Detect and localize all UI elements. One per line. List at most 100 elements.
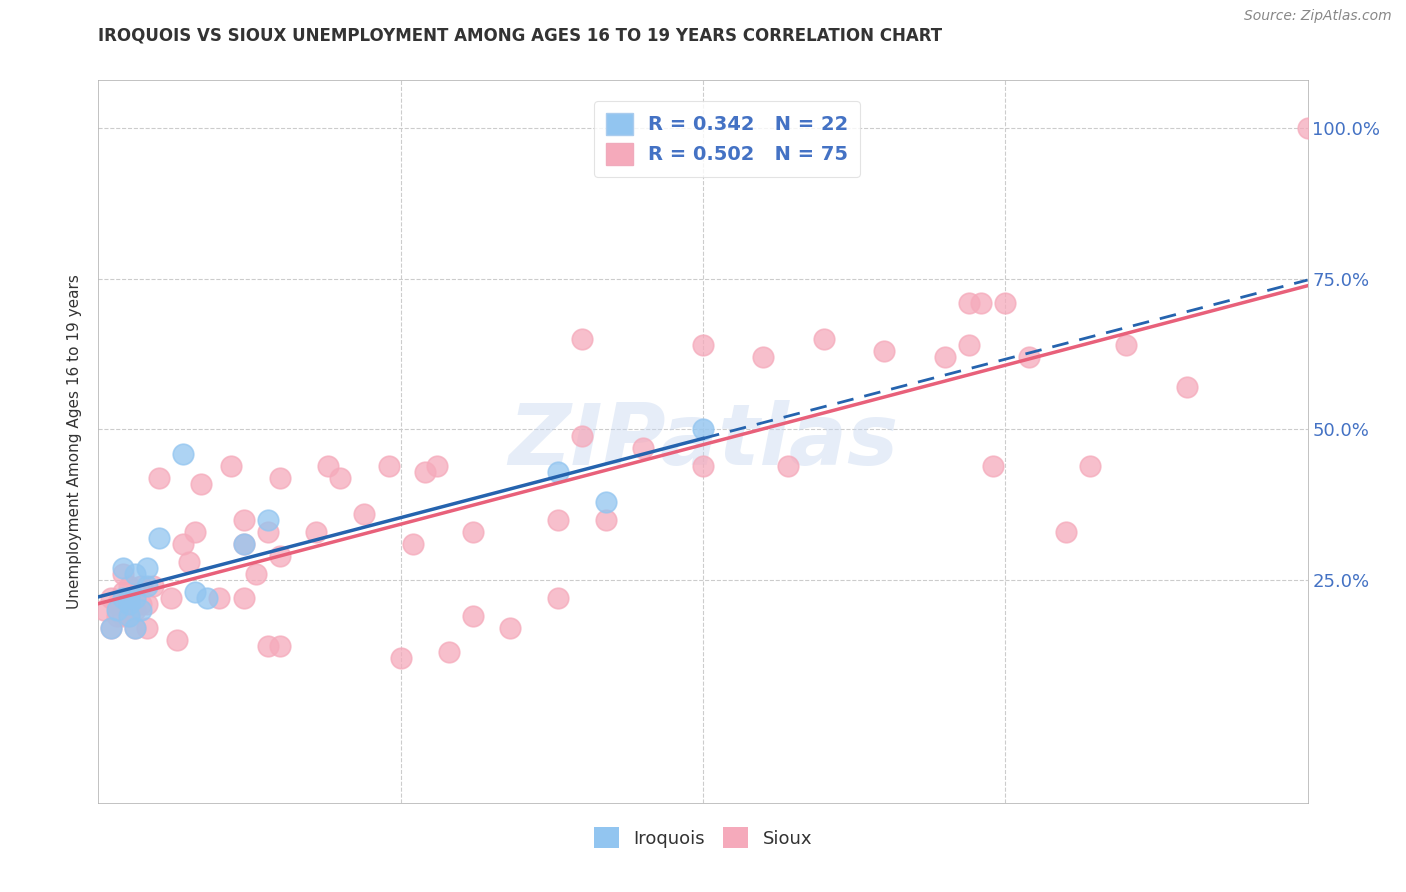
Point [111, 567, 134, 582]
Point [957, 296, 980, 310]
Point [105, 603, 128, 617]
Point [329, 471, 352, 485]
Point [305, 524, 328, 539]
Point [353, 507, 375, 521]
Point [118, 591, 141, 606]
Point [105, 609, 128, 624]
Point [135, 579, 157, 593]
Text: Source: ZipAtlas.com: Source: ZipAtlas.com [1244, 9, 1392, 23]
Point [1115, 338, 1137, 352]
Point [232, 591, 254, 606]
Point [981, 458, 1004, 473]
Point [111, 561, 134, 575]
Point [1078, 458, 1101, 473]
Point [269, 549, 291, 563]
Point [256, 513, 278, 527]
Point [118, 597, 141, 611]
Point [463, 609, 485, 624]
Point [160, 591, 183, 606]
Point [957, 338, 980, 352]
Point [105, 597, 128, 611]
Point [100, 621, 122, 635]
Point [1296, 121, 1319, 136]
Point [190, 476, 212, 491]
Point [184, 585, 207, 599]
Point [124, 621, 146, 635]
Point [1054, 524, 1077, 539]
Point [232, 537, 254, 551]
Point [93, 603, 115, 617]
Point [118, 609, 141, 624]
Text: IROQUOIS VS SIOUX UNEMPLOYMENT AMONG AGES 16 TO 19 YEARS CORRELATION CHART: IROQUOIS VS SIOUX UNEMPLOYMENT AMONG AGE… [98, 27, 942, 45]
Point [413, 465, 436, 479]
Point [195, 591, 218, 606]
Point [221, 458, 243, 473]
Y-axis label: Unemployment Among Ages 16 to 19 years: Unemployment Among Ages 16 to 19 years [67, 274, 83, 609]
Point [970, 296, 993, 310]
Point [776, 458, 799, 473]
Point [129, 579, 152, 593]
Point [124, 591, 146, 606]
Point [135, 597, 157, 611]
Point [111, 597, 134, 611]
Point [142, 579, 165, 593]
Point [498, 621, 520, 635]
Point [402, 537, 425, 551]
Point [873, 344, 896, 359]
Point [547, 465, 569, 479]
Point [118, 591, 141, 606]
Point [118, 609, 141, 624]
Point [269, 639, 291, 653]
Point [1018, 350, 1040, 364]
Point [172, 537, 194, 551]
Point [692, 338, 714, 352]
Point [111, 609, 134, 624]
Point [256, 524, 278, 539]
Point [166, 633, 188, 648]
Point [232, 513, 254, 527]
Point [316, 458, 339, 473]
Point [571, 332, 593, 346]
Point [245, 567, 267, 582]
Point [148, 471, 170, 485]
Point [269, 471, 291, 485]
Point [232, 537, 254, 551]
Point [571, 428, 593, 442]
Point [124, 591, 146, 606]
Point [1175, 380, 1198, 394]
Point [208, 591, 231, 606]
Point [179, 555, 201, 569]
Point [813, 332, 835, 346]
Point [752, 350, 775, 364]
Point [124, 603, 146, 617]
Point [184, 524, 207, 539]
Point [111, 585, 134, 599]
Text: ZIPatlas: ZIPatlas [508, 400, 898, 483]
Point [100, 621, 122, 635]
Point [377, 458, 399, 473]
Point [148, 531, 170, 545]
Point [426, 458, 449, 473]
Point [129, 597, 152, 611]
Point [111, 591, 134, 606]
Point [172, 446, 194, 460]
Point [631, 441, 654, 455]
Point [135, 561, 157, 575]
Point [124, 621, 146, 635]
Point [256, 639, 278, 653]
Legend: Iroquois, Sioux: Iroquois, Sioux [586, 820, 820, 855]
Point [129, 603, 152, 617]
Point [135, 621, 157, 635]
Point [692, 423, 714, 437]
Point [124, 567, 146, 582]
Point [118, 579, 141, 593]
Point [994, 296, 1017, 310]
Point [437, 645, 460, 659]
Point [547, 513, 569, 527]
Point [934, 350, 956, 364]
Point [595, 513, 617, 527]
Point [595, 494, 617, 508]
Point [463, 524, 485, 539]
Point [547, 591, 569, 606]
Point [692, 458, 714, 473]
